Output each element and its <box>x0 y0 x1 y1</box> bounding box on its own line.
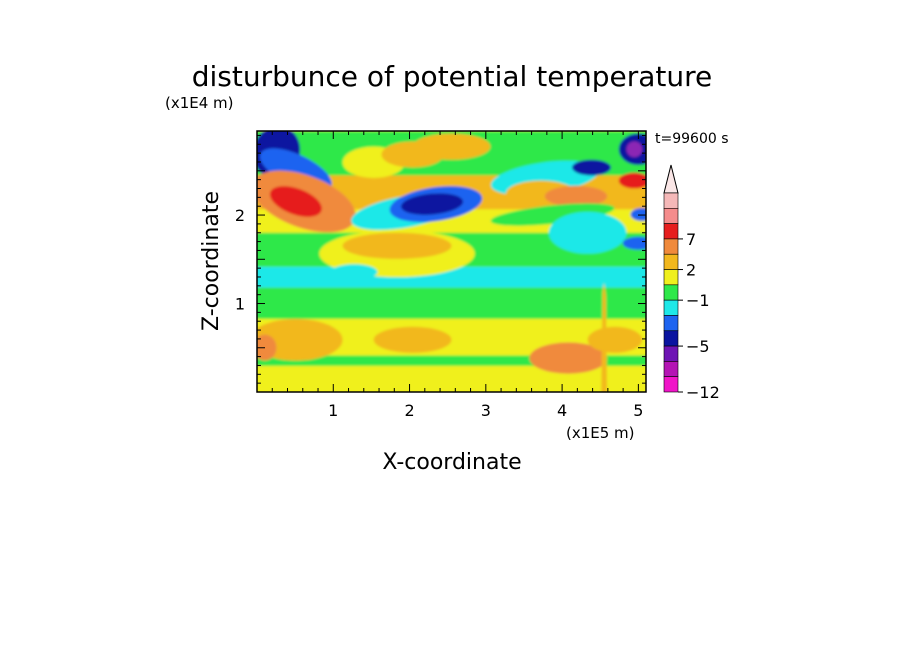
colorbar-tick-label: −12 <box>686 383 720 402</box>
colorbar-tick-label: −5 <box>686 337 710 356</box>
colorbar-swatch <box>663 361 679 377</box>
contour-region <box>572 159 611 176</box>
x-tick-label: 2 <box>404 401 414 420</box>
colorbar-tick-label: −1 <box>686 291 710 310</box>
contour-region <box>373 326 452 353</box>
colorbar-extension <box>663 164 679 194</box>
contour-region <box>257 318 343 361</box>
y-tick-label: 1 <box>235 295 245 314</box>
contour-region <box>544 185 608 207</box>
contour-field <box>257 131 646 392</box>
contour-region <box>587 326 643 353</box>
contour-region <box>269 186 322 217</box>
contour-region <box>529 342 608 374</box>
contour-band <box>257 365 646 392</box>
contour-region <box>401 193 464 215</box>
plot-frame <box>256 130 647 393</box>
colorbar-swatch <box>663 208 679 224</box>
colorbar-swatch <box>663 223 679 240</box>
colorbar-swatch <box>663 253 679 270</box>
colorbar-swatch <box>663 284 679 301</box>
colorbar-swatch <box>663 238 679 255</box>
contour-region <box>548 211 627 254</box>
contour-region <box>626 141 643 158</box>
y-axis-label: Z-coordinate <box>199 191 224 331</box>
colorbar-swatch <box>663 192 679 209</box>
contour-band <box>257 287 646 319</box>
x-tick-label: 1 <box>328 401 338 420</box>
colorbar-swatch <box>663 376 679 393</box>
colorbar-swatch <box>663 315 679 332</box>
colorbar: 7 2 −1 −5 −12 <box>663 164 720 402</box>
contour-region <box>412 133 491 160</box>
contour-region <box>257 334 277 361</box>
contour-region <box>622 236 646 250</box>
colorbar-swatch <box>663 330 679 347</box>
colorbar-swatch <box>663 345 679 362</box>
contour-region <box>330 264 378 280</box>
x-tick-label: 5 <box>633 401 643 420</box>
contour-region <box>342 232 452 259</box>
colorbar-swatch <box>663 299 679 316</box>
x-tick-label: 4 <box>557 401 567 420</box>
colorbar-swatch <box>663 269 679 286</box>
y-tick-label: 2 <box>235 206 245 225</box>
x-tick-label: 3 <box>481 401 491 420</box>
contour-region <box>618 172 646 189</box>
contour-region <box>490 203 615 226</box>
chart-title: disturbunce of potential temperature <box>192 60 713 93</box>
contour-band <box>257 355 646 366</box>
x-axis: 1 2 3 4 5 <box>256 131 643 420</box>
colorbar-tick-label: 2 <box>686 261 696 280</box>
y-axis: 12 <box>235 134 646 393</box>
x-unit-label: (x1E5 m) <box>566 424 635 442</box>
time-label: t=99600 s <box>655 131 729 147</box>
contour-plume <box>601 282 608 392</box>
x-axis-label: X-coordinate <box>382 450 521 475</box>
contour-region <box>630 207 646 222</box>
colorbar-tick-label: 7 <box>686 230 696 249</box>
y-unit-label: (x1E4 m) <box>165 94 234 112</box>
